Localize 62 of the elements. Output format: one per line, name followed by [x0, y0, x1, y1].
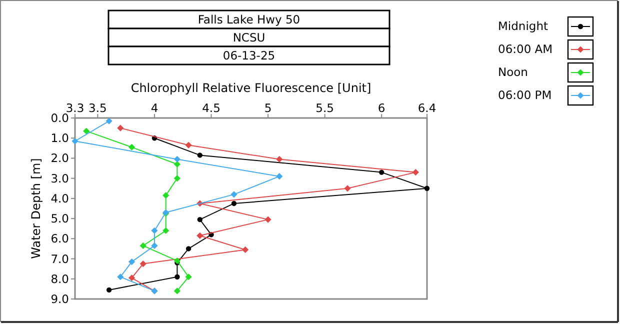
y-tick-label: 3.0: [50, 171, 69, 186]
y-tick-label: 1.0: [50, 131, 69, 146]
y-tick-label: 2.0: [50, 151, 69, 166]
chart-title: Falls Lake Hwy 50: [198, 12, 300, 26]
x-tick-label: 3.5: [88, 101, 107, 115]
y-axis-title: Water Depth [m]: [29, 158, 43, 259]
point: [128, 258, 136, 266]
point: [174, 257, 180, 264]
point: [276, 173, 283, 180]
point: [231, 200, 237, 206]
y-tick-label: 4.0: [50, 191, 69, 206]
point: [174, 160, 180, 168]
text: Noon: [498, 65, 528, 79]
point: [162, 227, 170, 234]
point: [276, 156, 283, 163]
point: [128, 274, 136, 282]
point: [197, 152, 203, 158]
point: [412, 169, 419, 176]
x-tick-label: 6: [378, 101, 386, 115]
y-tick-label: 6.0: [50, 232, 69, 246]
y-tick-label: 7.0: [50, 252, 69, 266]
point: [140, 260, 146, 268]
point: [117, 124, 124, 132]
point: [140, 242, 146, 250]
point: [424, 186, 430, 191]
legend-label: 06:00 PM: [498, 88, 552, 102]
x-tick-label: 5: [264, 101, 272, 115]
x-tick-label: 4: [150, 101, 158, 115]
point: [230, 191, 238, 198]
point: [72, 138, 78, 144]
point: [185, 142, 192, 148]
point: [106, 118, 112, 124]
point: [242, 246, 249, 254]
y-tick-label: 9.0: [50, 292, 69, 306]
point: [174, 288, 180, 294]
legend-label: Midnight: [498, 19, 548, 33]
point: [117, 274, 124, 280]
legend-label: 06:00 AM: [498, 42, 553, 56]
point: [174, 175, 180, 182]
point: [151, 242, 158, 250]
point: [185, 274, 192, 280]
point: [128, 144, 136, 150]
point: [174, 274, 180, 280]
text: 06-13-25: [222, 48, 276, 62]
point: [83, 128, 90, 134]
point: [106, 287, 112, 293]
y-tick-label: 8.0: [50, 272, 69, 286]
chart-subtitle: NCSU: [232, 30, 266, 44]
point: [264, 216, 272, 223]
point: [174, 156, 180, 163]
x-tick-label: 4.5: [202, 101, 220, 115]
y-tick-label: 5.0: [50, 212, 69, 226]
point: [197, 216, 203, 222]
x-axis-title: Chlorophyll Relative Fluorescence [Unit]: [130, 81, 372, 95]
point: [186, 246, 192, 252]
x-tick-label: 6.4: [418, 101, 436, 115]
point: [162, 192, 170, 199]
point: [151, 227, 158, 234]
x-tick-label: 5.5: [316, 101, 334, 115]
point: [196, 232, 204, 239]
point: [378, 170, 384, 175]
point: [344, 185, 351, 192]
